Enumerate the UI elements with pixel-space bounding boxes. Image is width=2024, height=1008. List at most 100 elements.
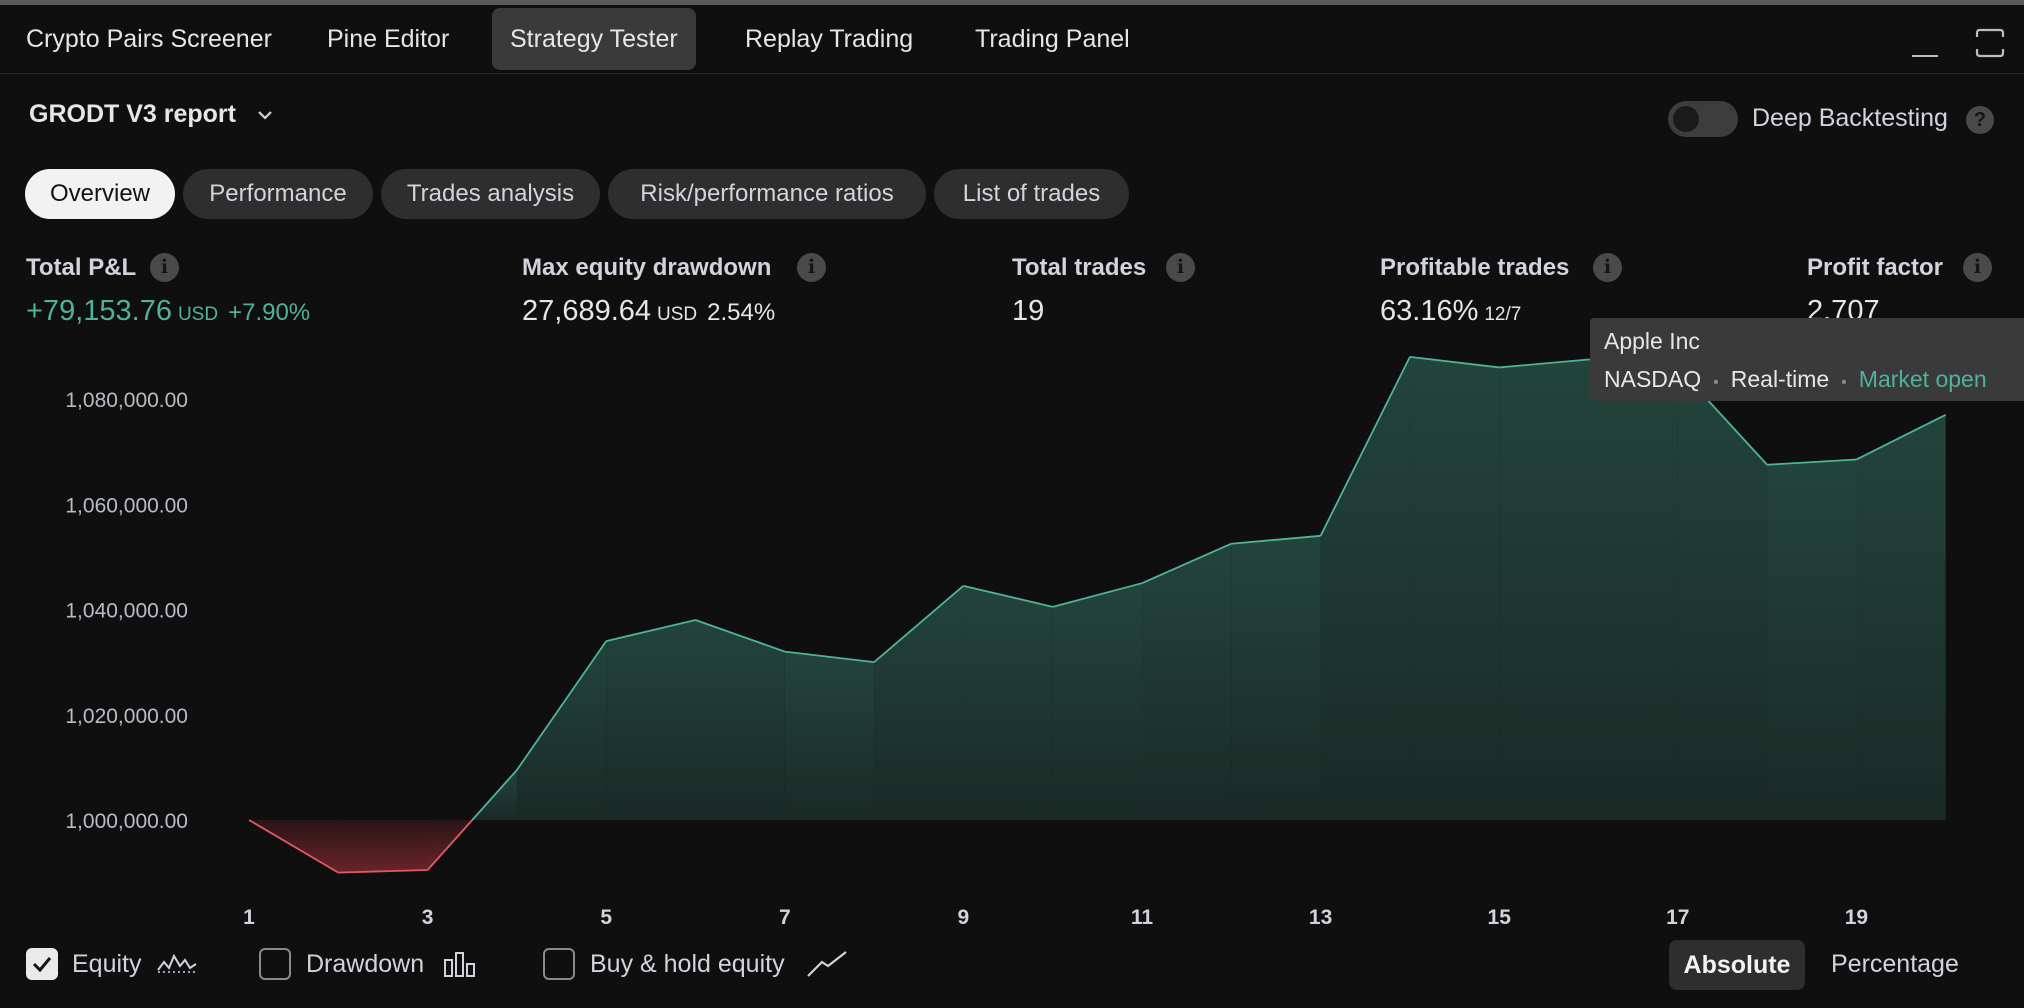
profitable-trades-label: Profitable trades: [1380, 254, 1570, 281]
buy-hold-checkbox[interactable]: [543, 948, 575, 980]
profitable-trades-value: 63.16% 12/7: [1380, 295, 1521, 328]
info-icon[interactable]: i: [1166, 253, 1195, 282]
equity-line-segment: [784, 650, 875, 664]
tab-replay-trading[interactable]: Replay Trading: [745, 25, 914, 53]
info-icon[interactable]: i: [150, 253, 179, 282]
deep-backtesting-toggle[interactable]: [1668, 101, 1738, 137]
x-tick-label: 15: [1488, 906, 1512, 929]
y-tick-label: 1,000,000.00: [65, 810, 188, 833]
x-tick-label: 19: [1845, 906, 1868, 929]
equity-area-positive: [1142, 543, 1232, 820]
y-tick-label: 1,060,000.00: [65, 494, 188, 517]
equity-area-positive: [1767, 459, 1857, 820]
equity-line-segment: [1767, 458, 1857, 466]
tab-strategy-tester[interactable]: Strategy Tester: [492, 8, 696, 70]
tab-crypto-pairs-screener[interactable]: Crypto Pairs Screener: [26, 25, 272, 53]
max-drawdown-value: 27,689.64 USD 2.54%: [522, 295, 775, 328]
tooltip-status: Market open: [1858, 366, 1987, 392]
toggle-knob: [1673, 106, 1699, 132]
equity-chart[interactable]: 1,000,000.00 1,020,000.00 1,040,000.00 1,06…: [0, 318, 2024, 938]
equity-line-segment-negative: [248, 819, 339, 874]
tab-list-of-trades[interactable]: List of trades: [934, 169, 1129, 219]
equity-area-negative: [338, 820, 428, 873]
absolute-button[interactable]: Absolute: [1669, 940, 1805, 990]
equity-line-segment-negative: [426, 819, 473, 871]
tab-performance[interactable]: Performance: [183, 169, 373, 219]
equity-line-segment: [1499, 358, 1589, 369]
x-tick-label: 3: [422, 906, 434, 929]
equity-area-positive: [1409, 356, 1500, 820]
equity-line-segment: [471, 769, 518, 821]
maximize-icon[interactable]: [1974, 27, 2006, 59]
info-icon[interactable]: i: [1593, 253, 1622, 282]
profitable-trades-percent: 63.16%: [1380, 295, 1479, 327]
y-tick-label: 1,020,000.00: [65, 705, 188, 728]
equity-area-positive: [1320, 356, 1410, 820]
info-icon[interactable]: i: [797, 253, 826, 282]
tooltip-title: Apple Inc: [1604, 328, 1700, 354]
equity-area-positive: [874, 585, 964, 820]
info-icon[interactable]: i: [1963, 253, 1992, 282]
help-icon[interactable]: ?: [1966, 106, 1994, 134]
tab-risk-performance-ratios[interactable]: Risk/performance ratios: [608, 169, 926, 219]
tooltip-feed: Real-time: [1730, 366, 1830, 392]
total-pnl-percent: +7.90%: [228, 299, 311, 326]
profit-factor-label: Profit factor: [1807, 254, 1944, 281]
tooltip-separator: •: [1713, 374, 1719, 391]
equity-area-positive: [1588, 359, 1678, 820]
drawdown-bars-icon: [444, 952, 475, 977]
equity-line-segment: [1855, 413, 1947, 461]
x-tick-label: 5: [600, 906, 612, 929]
equity-line-segment: [963, 584, 1053, 608]
deep-backtesting-label: Deep Backtesting: [1752, 104, 1948, 132]
x-tick-label: 17: [1666, 906, 1689, 929]
equity-area-positive: [1856, 414, 1946, 820]
equity-line-segment: [1409, 356, 1500, 369]
max-drawdown-amount: 27,689.64: [522, 295, 652, 327]
equity-area-positive: [1052, 583, 1142, 820]
tab-trades-analysis[interactable]: Trades analysis: [381, 169, 600, 219]
equity-area-positive: [1231, 535, 1321, 820]
tooltip-exchange: NASDAQ: [1604, 366, 1702, 392]
equity-line-segment: [1319, 356, 1411, 537]
equity-line-segment: [873, 585, 964, 663]
equity-line-segment: [1052, 582, 1143, 608]
equity-area-positive: [784, 651, 875, 820]
symbol-tooltip: Apple Inc NASDAQ • Real-time • Market open: [1590, 318, 2024, 401]
equity-area-positive: [1499, 359, 1589, 820]
check-icon: [32, 957, 52, 973]
equity-checkbox[interactable]: [26, 948, 58, 980]
total-pnl-label: Total P&L: [26, 254, 137, 281]
total-pnl-unit: USD: [177, 304, 219, 325]
tab-trading-panel[interactable]: Trading Panel: [975, 25, 1130, 53]
max-drawdown-percent: 2.54%: [707, 299, 776, 326]
report-title[interactable]: GRODT V3 report: [29, 100, 236, 128]
equity-line-segment: [516, 640, 607, 771]
percentage-button[interactable]: Percentage: [1831, 950, 1959, 978]
y-tick-label: 1,080,000.00: [65, 389, 188, 412]
total-trades-label: Total trades: [1012, 254, 1147, 281]
x-tick-label: 13: [1309, 906, 1332, 929]
x-tick-label: 1: [243, 906, 255, 929]
equity-area-positive: [606, 620, 696, 820]
x-tick-label: 7: [779, 906, 791, 929]
total-pnl-amount: +79,153.76: [26, 295, 172, 327]
equity-area-positive: [516, 641, 607, 820]
minimize-icon[interactable]: [1912, 55, 1938, 57]
tab-overview[interactable]: Overview: [25, 169, 175, 219]
window-top-border: [0, 0, 2024, 5]
total-trades-value: 19: [1012, 295, 1044, 328]
equity-area-positive: [963, 585, 1053, 820]
equity-area-positive: [472, 770, 517, 820]
equity-area-positive: [1677, 367, 1768, 820]
tab-pine-editor[interactable]: Pine Editor: [327, 25, 450, 53]
drawdown-checkbox[interactable]: [259, 948, 291, 980]
top-tab-bar: Crypto Pairs Screener Pine Editor Strate…: [0, 5, 2024, 74]
max-drawdown-unit: USD: [657, 304, 698, 325]
x-tick-label: 9: [958, 906, 970, 929]
equity-line-segment-negative: [338, 869, 428, 874]
chevron-down-icon[interactable]: [256, 108, 274, 122]
tooltip-separator: •: [1841, 374, 1847, 391]
profitable-trades-ratio: 12/7: [1484, 304, 1522, 325]
max-drawdown-label: Max equity drawdown: [522, 254, 772, 281]
